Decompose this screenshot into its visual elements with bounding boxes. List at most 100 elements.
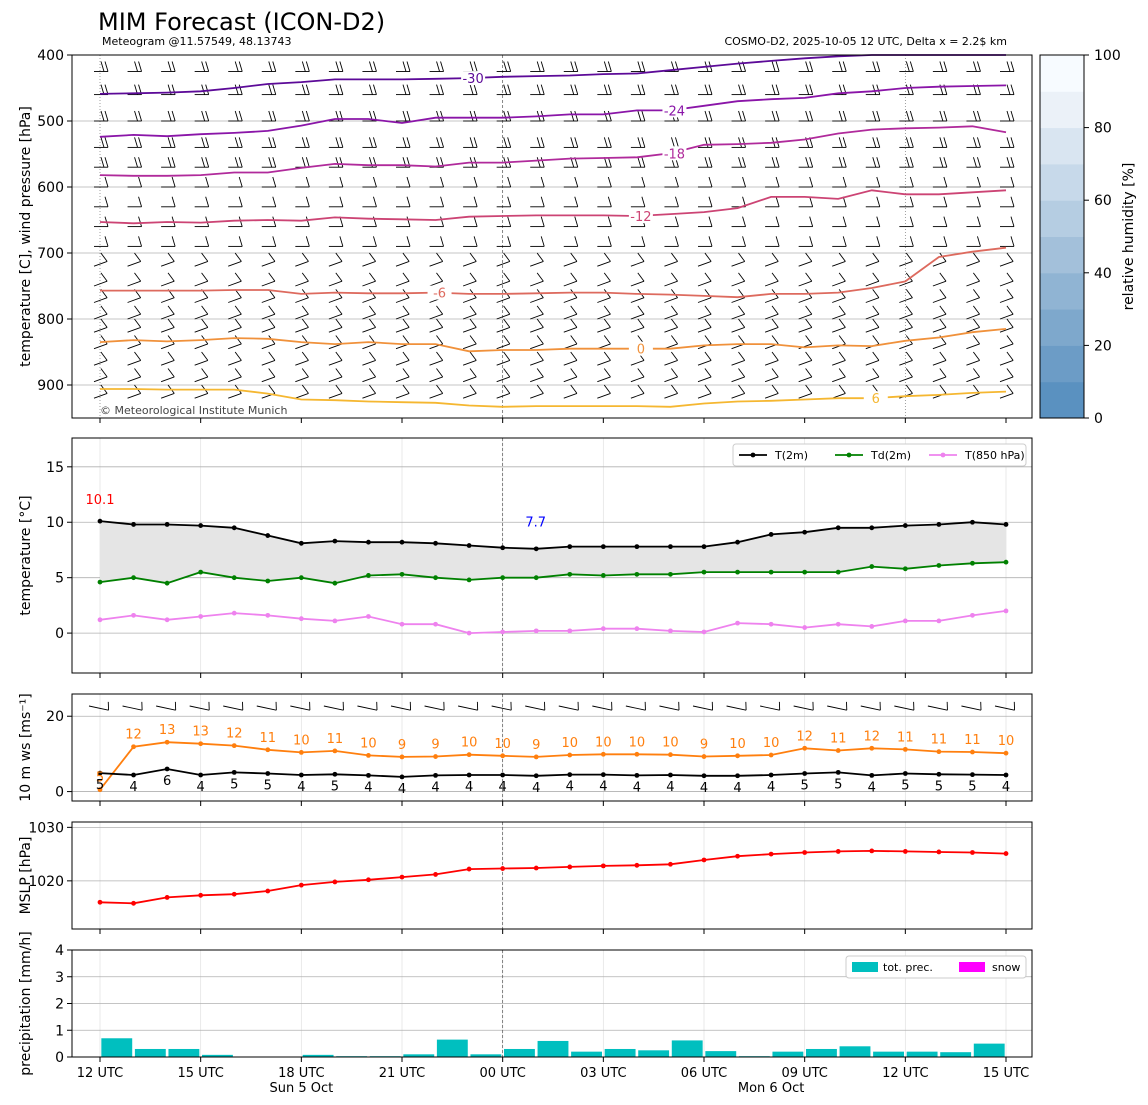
legend-entry-tot-prec: tot. prec. bbox=[883, 961, 933, 974]
surface-wind-barb-shaft bbox=[156, 705, 176, 711]
gust-value-label: 9 bbox=[532, 738, 540, 753]
wind-barb bbox=[664, 272, 678, 287]
gust-value-label: 9 bbox=[398, 738, 406, 753]
wind-barb bbox=[160, 368, 175, 383]
wind-barb-shaft bbox=[664, 359, 678, 366]
wind-barb-flag bbox=[536, 318, 544, 328]
wind-barb bbox=[697, 305, 712, 320]
x-tick-label: 09 UTC bbox=[781, 1066, 827, 1081]
wind-barb bbox=[999, 335, 1014, 350]
wind-barb-shaft bbox=[228, 297, 242, 303]
wind-barb bbox=[93, 318, 108, 333]
wind-barb-flag bbox=[167, 351, 175, 361]
wind-barb-shaft bbox=[697, 313, 712, 320]
surface-wind-barb bbox=[424, 701, 445, 711]
surface-wind-barb-flag bbox=[846, 701, 848, 711]
wind-barb-flag bbox=[1006, 305, 1014, 315]
mslp-point bbox=[500, 866, 506, 871]
wind-barb bbox=[798, 252, 813, 267]
series-point-T(850 hPa) bbox=[701, 629, 707, 635]
series-point-T(2m) bbox=[433, 540, 438, 546]
wind-barb-flag bbox=[1006, 351, 1014, 361]
wind-barb bbox=[999, 272, 1014, 287]
wind-barb-flag bbox=[742, 176, 746, 188]
wind-barb-flag bbox=[234, 137, 239, 148]
wind-barb bbox=[697, 318, 712, 333]
wind-barb-flag bbox=[1010, 236, 1015, 247]
wind-barb-shaft bbox=[295, 376, 309, 383]
wind-barb-flag bbox=[440, 84, 444, 95]
wind-barb-flag bbox=[301, 137, 306, 148]
wind-barb-shaft bbox=[764, 359, 779, 366]
wind-barb bbox=[698, 176, 713, 188]
wind-barb-shaft bbox=[966, 392, 980, 399]
wind-barb bbox=[764, 384, 779, 399]
wind-barb-shaft bbox=[261, 359, 276, 366]
wind-barb bbox=[127, 318, 142, 333]
wind-barb bbox=[999, 368, 1014, 383]
wind-barb-shaft bbox=[999, 326, 1014, 333]
surface-wind-barb bbox=[592, 701, 613, 711]
wind-barb bbox=[798, 110, 814, 122]
wind-barb-flag bbox=[503, 110, 508, 122]
wind-barb bbox=[731, 368, 746, 383]
surface-wind-barb-shaft bbox=[927, 705, 948, 711]
wind-barb-flag bbox=[939, 351, 947, 361]
wind-barb bbox=[832, 61, 847, 72]
wind-barb-shaft bbox=[630, 313, 645, 320]
wind-barb bbox=[731, 305, 746, 320]
panel-1-ytick-label: 10 bbox=[46, 515, 64, 531]
wind-barb-flag bbox=[1006, 61, 1011, 72]
wind-barb-shaft bbox=[932, 260, 947, 267]
wind-barb-shaft bbox=[228, 376, 242, 383]
wind-barb-flag bbox=[100, 61, 105, 72]
wind-barb-flag bbox=[469, 351, 477, 361]
series-point-Td(2m) bbox=[265, 578, 271, 584]
wind-barb bbox=[630, 84, 646, 96]
wind-point-mean bbox=[735, 773, 740, 779]
wind-barb bbox=[999, 305, 1014, 320]
wind-barb-flag bbox=[440, 137, 444, 148]
wind-barb-flag bbox=[305, 236, 310, 247]
wind-barb bbox=[1000, 236, 1015, 247]
wind-barb-flag bbox=[440, 216, 444, 227]
wind-barb bbox=[966, 110, 981, 122]
surface-wind-barb-flag bbox=[107, 701, 110, 711]
wind-barb-flag bbox=[671, 305, 678, 315]
gust-value-label: 9 bbox=[431, 738, 439, 753]
wind-barb-shaft bbox=[899, 326, 913, 333]
wind-barb-flag bbox=[574, 176, 579, 188]
wind-barb bbox=[261, 318, 276, 333]
wind-barb bbox=[966, 272, 980, 287]
surface-wind-barb bbox=[827, 701, 848, 711]
wind-barb-flag bbox=[771, 368, 779, 378]
wind-barb-flag bbox=[675, 176, 679, 188]
wind-barb bbox=[563, 61, 579, 72]
wind-barb bbox=[932, 196, 948, 208]
wind-barb-shaft bbox=[530, 392, 544, 399]
wind-barb-shaft bbox=[362, 392, 376, 399]
wind-barb-flag bbox=[167, 61, 172, 72]
wind-barb-flag bbox=[842, 157, 847, 168]
wind-barb bbox=[463, 137, 478, 148]
surface-wind-barb bbox=[726, 701, 747, 711]
x-tick-label: 18 UTC bbox=[278, 1066, 324, 1081]
wind-barb-flag bbox=[301, 252, 309, 262]
wind-barb-flag bbox=[872, 110, 877, 122]
wind-barb-flag bbox=[939, 272, 947, 282]
series-point-T(2m) bbox=[466, 543, 472, 548]
wind-barb bbox=[832, 351, 846, 366]
wind-point-mean bbox=[298, 772, 304, 778]
wind-barb bbox=[899, 61, 914, 72]
wind-barb-flag bbox=[977, 137, 981, 148]
wind-point-gust bbox=[399, 754, 405, 760]
wind-barb-flag bbox=[641, 196, 646, 207]
wind-barb-flag bbox=[104, 196, 109, 207]
isotherm-label--30: -30 bbox=[462, 72, 483, 87]
mslp-point bbox=[634, 862, 640, 868]
wind-barb bbox=[395, 384, 410, 399]
wind-barb-flag bbox=[973, 157, 977, 168]
wind-barb-shaft bbox=[563, 280, 578, 287]
wind-barb-shaft bbox=[429, 280, 443, 287]
